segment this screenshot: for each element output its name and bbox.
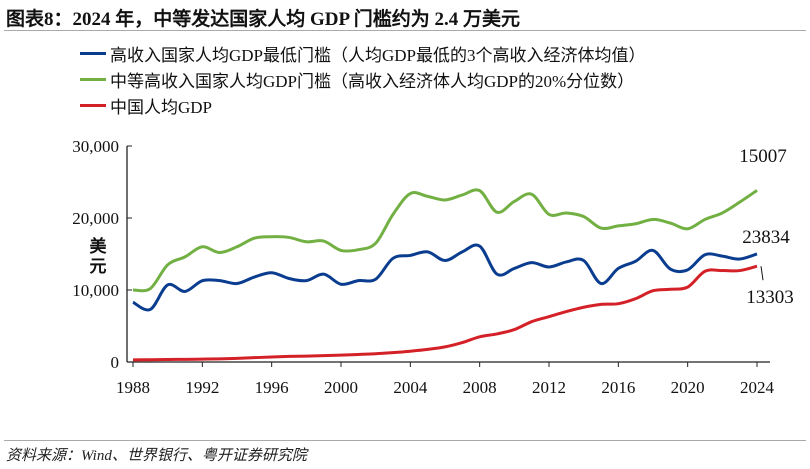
end-value-label: 23834 — [742, 227, 790, 248]
legend-swatch — [80, 103, 106, 107]
line-chart: 0 10,000 20,000 30,000 1988 1992 1996 2000 2004 2… — [72, 137, 794, 397]
legend: 高收入国家人均GDP最低门槛（人均GDP最低的3个高收入经济体均值） 中等高收入… — [80, 40, 646, 118]
end-value-label: 13303 — [746, 287, 794, 308]
legend-item: 中国人均GDP — [80, 92, 646, 118]
y-axis-label: 美元 — [90, 236, 108, 276]
x-tick-label: 2020 — [671, 378, 705, 397]
y-tick-label: 20,000 — [72, 209, 119, 228]
x-tick-label: 2000 — [324, 378, 358, 397]
source-divider — [4, 440, 806, 441]
legend-item: 高收入国家人均GDP最低门槛（人均GDP最低的3个高收入经济体均值） — [80, 40, 646, 66]
legend-swatch — [80, 51, 106, 55]
series-line — [132, 264, 758, 362]
legend-label: 中国人均GDP — [110, 97, 213, 117]
label-leader-line — [760, 266, 764, 281]
x-tick-label: 2008 — [463, 378, 497, 397]
title-divider — [4, 30, 806, 31]
y-tick-label: 0 — [111, 353, 120, 372]
x-tick-label: 2016 — [601, 378, 635, 397]
x-tick-label: 1992 — [185, 378, 219, 397]
x-tick-label: 2012 — [532, 378, 566, 397]
legend-label: 中等高收入国家人均GDP门槛（高收入经济体人均GDP的20%分位数） — [110, 71, 635, 91]
source-note: 资料来源：Wind、世界银行、粤开证券研究院 — [6, 448, 307, 464]
end-value-label: 15007 — [739, 146, 787, 167]
series-line — [132, 188, 758, 293]
chart-title: 图表8：2024 年，中等发达国家人均 GDP 门槛约为 2.4 万美元 — [6, 9, 521, 30]
y-tick-label: 10,000 — [72, 281, 119, 300]
legend-swatch — [80, 77, 106, 81]
legend-label: 高收入国家人均GDP最低门槛（人均GDP最低的3个高收入经济体均值） — [110, 45, 646, 65]
legend-item: 中等高收入国家人均GDP门槛（高收入经济体人均GDP的20%分位数） — [80, 66, 646, 92]
x-tick-label: 2004 — [393, 378, 428, 397]
x-tick-label: 1988 — [116, 378, 150, 397]
y-tick-label: 30,000 — [72, 137, 119, 156]
series-line — [132, 243, 758, 312]
x-tick-label: 2024 — [740, 378, 775, 397]
x-tick-label: 1996 — [255, 378, 289, 397]
